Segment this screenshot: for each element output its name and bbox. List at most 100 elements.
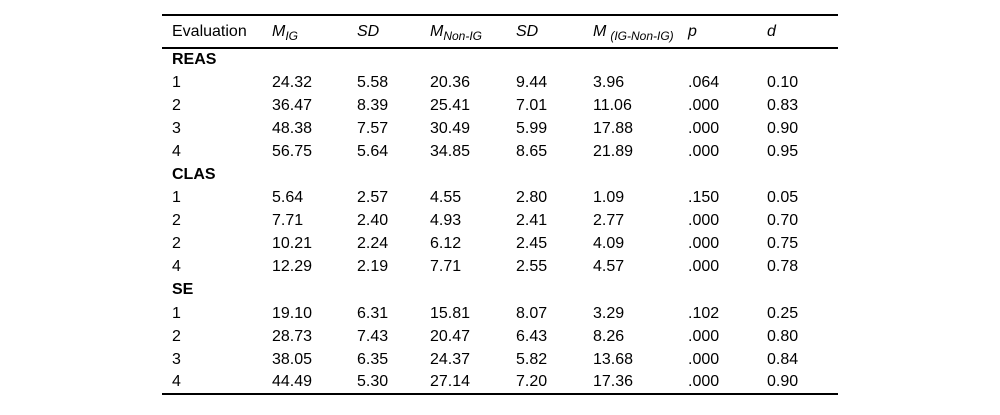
table-cell: 0.05: [767, 189, 799, 207]
table-cell: .000: [688, 373, 720, 391]
table-cell: .102: [688, 304, 720, 322]
row-label: 2: [172, 212, 181, 230]
table-cell: .000: [688, 142, 720, 160]
col-header-subscript: Non-IG: [443, 28, 483, 43]
table-cell: 7.01: [516, 96, 548, 114]
table-cell: 2.41: [516, 212, 548, 230]
table-row: 2 36.47 8.39 25.41 7.01 11.06 .000 0.83: [162, 94, 838, 117]
table-cell: 6.12: [430, 235, 462, 253]
row-label: 2: [172, 235, 181, 253]
table-cell: 3.29: [593, 304, 625, 322]
table-cell: 2.57: [357, 189, 389, 207]
table-cell: 1.09: [593, 189, 625, 207]
table-cell: 27.14: [430, 373, 471, 391]
table-cell: 11.06: [593, 96, 632, 114]
row-label: 4: [172, 373, 181, 391]
table-cell: .064: [688, 73, 720, 91]
col-header-sd-ig: SD: [357, 15, 430, 49]
table-cell: 12.29: [272, 258, 313, 276]
table-cell: 7.57: [357, 119, 389, 137]
table-cell: 44.49: [272, 373, 313, 391]
table-cell: 7.43: [357, 327, 389, 345]
table-cell: 8.39: [357, 96, 389, 114]
table-row: 2 28.73 7.43 20.47 6.43 8.26 .000 0.80: [162, 325, 838, 348]
row-label: 1: [172, 73, 181, 91]
table-cell: 21.89: [593, 142, 634, 160]
table-cell: 8.26: [593, 327, 625, 345]
row-label: 2: [172, 327, 181, 345]
table-row: 4 12.29 2.19 7.71 2.55 4.57 .000 0.78: [162, 256, 838, 279]
table-cell: 0.83: [767, 96, 799, 114]
table-row: 3 38.05 6.35 24.37 5.82 13.68 .000 0.84: [162, 348, 838, 371]
col-header-d: d: [767, 15, 838, 49]
table-cell: 3.96: [593, 73, 625, 91]
table-cell: 6.43: [516, 327, 548, 345]
table-cell: 0.80: [767, 327, 799, 345]
col-header-m-ig: MIG: [272, 15, 357, 49]
table-cell: 6.35: [357, 350, 389, 368]
table-cell: 0.90: [767, 119, 799, 137]
table-cell: 24.32: [272, 73, 313, 91]
table-row: 4 44.49 5.30 27.14 7.20 17.36 .000 0.90: [162, 371, 838, 394]
col-header-label: SD: [357, 22, 380, 40]
table-cell: 5.58: [357, 73, 389, 91]
section-row: REAS: [162, 48, 838, 71]
col-header-m-non-ig: MNon-IG: [430, 15, 516, 49]
row-label: 4: [172, 258, 181, 276]
table-cell: 36.47: [272, 96, 313, 114]
table-cell: 38.05: [272, 350, 313, 368]
section-row: SE: [162, 279, 838, 302]
table-cell: 7.71: [272, 212, 304, 230]
table-cell: 25.41: [430, 96, 471, 114]
col-header-label: p: [688, 22, 697, 40]
table-cell: 56.75: [272, 142, 313, 160]
table-cell: 13.68: [593, 350, 634, 368]
table-cell: 2.19: [357, 258, 389, 276]
row-label: 1: [172, 304, 181, 322]
table-cell: 0.78: [767, 258, 799, 276]
row-label: 3: [172, 119, 181, 137]
table-cell: 2.40: [357, 212, 389, 230]
table-cell: 8.07: [516, 304, 548, 322]
table-cell: 4.09: [593, 235, 625, 253]
row-label: 4: [172, 142, 181, 160]
table-cell: 30.49: [430, 119, 471, 137]
col-header-p: p: [688, 15, 767, 49]
col-header-label: Evaluation: [172, 22, 247, 40]
col-header-evaluation: Evaluation: [162, 15, 272, 49]
table-header: Evaluation MIG SD MNon-IG SD M: [162, 15, 838, 49]
table-cell: 4.57: [593, 258, 625, 276]
col-header-label: d: [767, 22, 776, 40]
col-header-sd-non-ig: SD: [516, 15, 593, 49]
table-cell: 6.31: [357, 304, 389, 322]
table-cell: 0.70: [767, 212, 799, 230]
table-cell: 2.45: [516, 235, 548, 253]
table-cell: 5.99: [516, 119, 548, 137]
table-cell: .150: [688, 189, 720, 207]
table-cell: 24.37: [430, 350, 471, 368]
row-label: 3: [172, 350, 181, 368]
col-header-label: SD: [516, 22, 539, 40]
table-body: REAS 1 24.32 5.58 20.36 9.44 3.96.064 0.10 2 36.4…: [162, 48, 838, 394]
table-cell: 48.38: [272, 119, 313, 137]
table-cell: 2.77: [593, 212, 625, 230]
table-cell: .000: [688, 212, 720, 230]
col-header-base: M: [430, 22, 444, 40]
table-cell: .000: [688, 235, 720, 253]
table-cell: .000: [688, 119, 720, 137]
col-header-m-difference: M (IG-Non-IG): [593, 15, 688, 49]
col-header-base: M: [272, 22, 286, 40]
table-cell: 4.55: [430, 189, 462, 207]
table-cell: 2.24: [357, 235, 389, 253]
table-cell: 15.81: [430, 304, 471, 322]
table-cell: 28.73: [272, 327, 313, 345]
table-cell: 19.10: [272, 304, 313, 322]
table-row: 1 19.10 6.31 15.81 8.07 3.29 .102 0.25: [162, 302, 838, 325]
table-row: 3 48.38 7.57 30.49 5.99 17.88 .000 0.90: [162, 117, 838, 140]
table-row: 2 7.71 2.40 4.93 2.41 2.77 .000 0.70: [162, 210, 838, 233]
table-cell: .000: [688, 96, 720, 114]
table-cell: .000: [688, 327, 720, 345]
table-cell: 4.93: [430, 212, 462, 230]
header-row: Evaluation MIG SD MNon-IG SD M: [162, 15, 838, 49]
section-label: CLAS: [172, 166, 216, 184]
